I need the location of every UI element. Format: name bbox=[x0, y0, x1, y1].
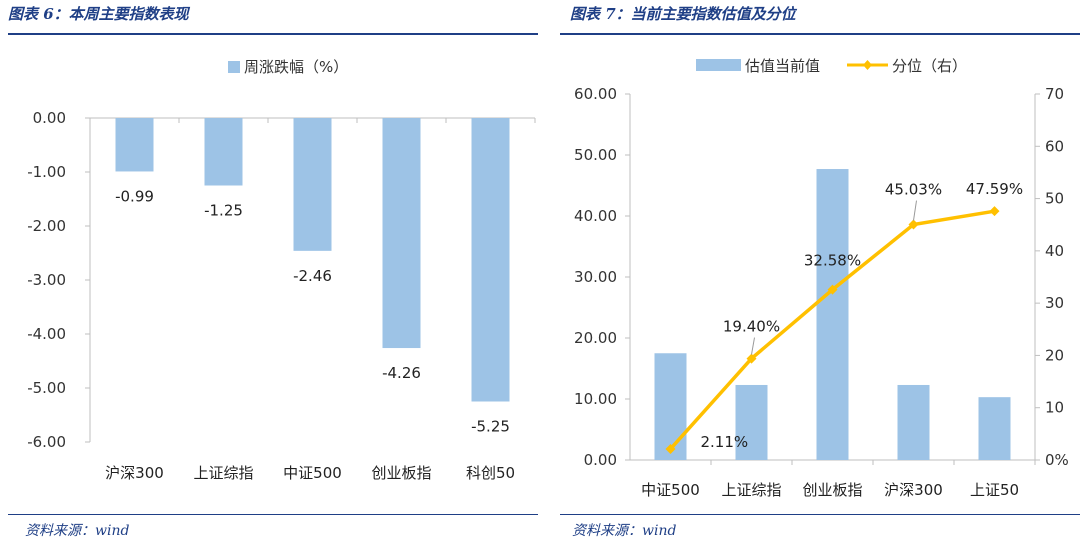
y-tick-label: -6.00 bbox=[27, 433, 66, 451]
legend-bar-swatch bbox=[696, 59, 741, 71]
y-tick-label: -4.00 bbox=[27, 325, 66, 343]
data-label-leader bbox=[751, 337, 755, 355]
y-tick-label: 10.00 bbox=[574, 390, 617, 408]
line-point bbox=[827, 284, 838, 295]
y2-tick-label: 20 bbox=[1045, 346, 1064, 364]
y-tick-label: 50.00 bbox=[574, 146, 617, 164]
x-tick-label: 科创50 bbox=[466, 464, 515, 482]
data-label: -2.46 bbox=[293, 267, 332, 285]
right-chart-title: 图表 7：当前主要指数估值及分位 bbox=[570, 5, 796, 23]
line-data-label: 47.59% bbox=[966, 180, 1023, 198]
y-tick-label: -3.00 bbox=[27, 271, 66, 289]
y-tick-label: -5.00 bbox=[27, 379, 66, 397]
right-title-rule bbox=[560, 33, 1080, 35]
data-label: -1.25 bbox=[204, 202, 243, 220]
right-source: 资料来源：wind bbox=[572, 523, 677, 539]
bar bbox=[897, 384, 930, 460]
y2-tick-label: 50 bbox=[1045, 190, 1064, 208]
x-tick-label: 中证500 bbox=[641, 481, 700, 499]
line-point bbox=[989, 206, 1000, 217]
bar bbox=[293, 118, 332, 251]
legend-label: 周涨跌幅（%） bbox=[244, 58, 348, 76]
y-tick-label: 0.00 bbox=[33, 109, 66, 127]
left-chart-title: 图表 6：本周主要指数表现 bbox=[8, 5, 189, 23]
legend-line-label: 分位（右） bbox=[892, 57, 967, 75]
left-source: 资料来源：wind bbox=[25, 523, 130, 539]
bar bbox=[978, 397, 1011, 460]
x-tick-label: 上证50 bbox=[970, 481, 1019, 499]
y2-tick-label: 0% bbox=[1045, 451, 1069, 469]
y-tick-label: 20.00 bbox=[574, 329, 617, 347]
right-chart: 估值当前值 分位（右） 60.00 50.00 40.00 30.00 20.00 10.00… bbox=[574, 57, 1069, 499]
x-tick-label: 中证500 bbox=[283, 464, 342, 482]
y-tick-label: 40.00 bbox=[574, 207, 617, 225]
y2-tick-label: 30 bbox=[1045, 294, 1064, 312]
x-tick-label: 沪深300 bbox=[105, 464, 164, 482]
x-tick-label: 创业板指 bbox=[371, 464, 431, 482]
x-tick-label: 上证综指 bbox=[721, 481, 781, 499]
data-label: -0.99 bbox=[115, 187, 154, 205]
y-tick-label: -2.00 bbox=[27, 217, 66, 235]
y-tick-label: 30.00 bbox=[574, 268, 617, 286]
bar bbox=[204, 118, 243, 186]
y-tick-label: -1.00 bbox=[27, 163, 66, 181]
line-data-label: 45.03% bbox=[885, 181, 942, 199]
x-tick-label: 创业板指 bbox=[802, 481, 862, 499]
bar bbox=[382, 118, 421, 349]
bar bbox=[816, 169, 849, 460]
bar bbox=[471, 118, 510, 402]
bar bbox=[654, 353, 687, 460]
line-point bbox=[746, 353, 757, 364]
right-source-rule bbox=[560, 514, 1080, 515]
y-tick-label: 0.00 bbox=[584, 451, 617, 469]
bar bbox=[115, 118, 154, 172]
line-data-label: 2.11% bbox=[701, 433, 749, 451]
y2-tick-label: 40 bbox=[1045, 242, 1064, 260]
line-point bbox=[665, 443, 676, 454]
line-point bbox=[908, 219, 919, 230]
line-data-label: 32.58% bbox=[804, 252, 861, 270]
x-tick-label: 沪深300 bbox=[884, 481, 943, 499]
y2-tick-label: 70 bbox=[1045, 85, 1064, 103]
legend-swatch bbox=[228, 61, 240, 73]
data-label: -5.25 bbox=[471, 418, 510, 436]
bar bbox=[735, 384, 768, 460]
legend-line-marker bbox=[863, 60, 872, 70]
y-tick-label: 60.00 bbox=[574, 85, 617, 103]
left-chart: 周涨跌幅（%） 0.00 -1.00 -2.00 -3.00 -4.00 -5.00 -6.0… bbox=[27, 58, 536, 482]
data-label: -4.26 bbox=[382, 364, 421, 382]
line-data-label: 19.40% bbox=[723, 318, 780, 336]
y2-tick-label: 60 bbox=[1045, 137, 1064, 155]
data-label-leader bbox=[913, 200, 917, 221]
x-tick-label: 上证综指 bbox=[193, 464, 253, 482]
left-source-rule bbox=[8, 514, 538, 515]
legend-bar-label: 估值当前值 bbox=[745, 57, 820, 75]
y2-tick-label: 10 bbox=[1045, 399, 1064, 417]
left-title-rule bbox=[8, 33, 538, 35]
